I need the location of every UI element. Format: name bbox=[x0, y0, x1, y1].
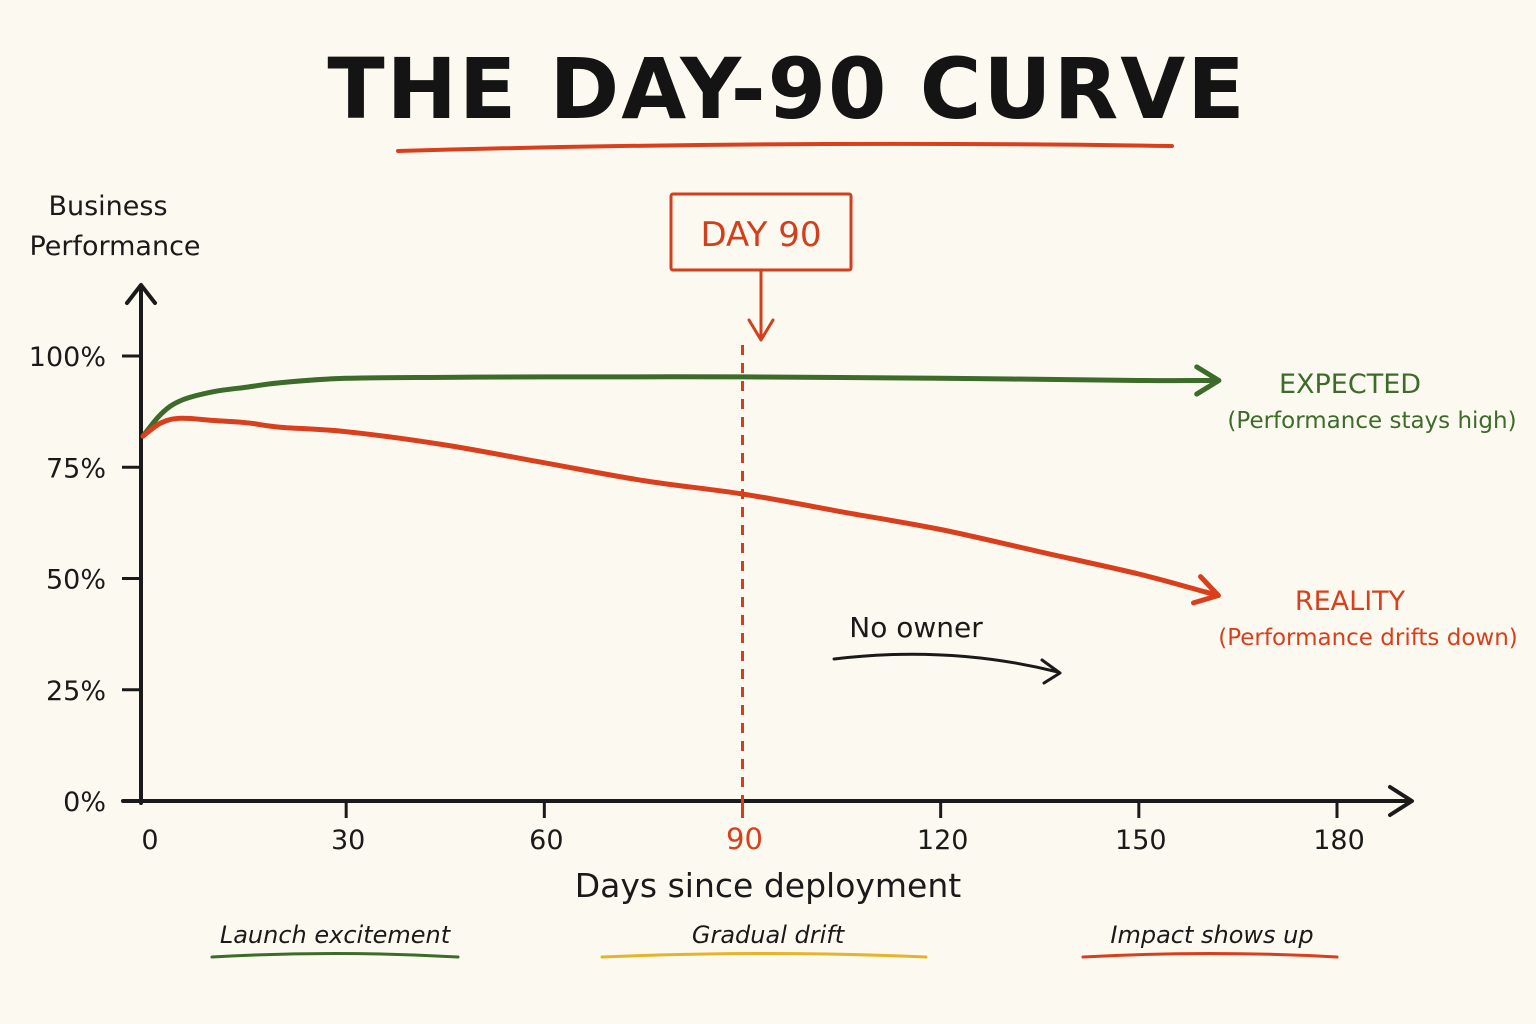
ylabel-line1: Business bbox=[48, 191, 167, 222]
expected-label: EXPECTED bbox=[1279, 369, 1421, 400]
day-90-arrow bbox=[747, 268, 775, 342]
y-axis-arrow bbox=[125, 283, 157, 305]
x-tick-label-highlight: 90 bbox=[726, 822, 763, 856]
x-tick-label: 60 bbox=[529, 825, 563, 856]
ylabel-line2: Performance bbox=[29, 231, 200, 262]
series-line-expected bbox=[140, 374, 1208, 439]
x-axis-arrow bbox=[1388, 785, 1414, 817]
y-tick-label: 50% bbox=[46, 565, 106, 596]
x-tick-label: 120 bbox=[917, 825, 969, 856]
phase-launch-label: Launch excitement bbox=[220, 921, 452, 949]
series-group bbox=[140, 364, 1222, 606]
y-tick-label: 0% bbox=[63, 787, 106, 818]
x-axis-label: Days since deployment bbox=[575, 866, 962, 905]
day-90-label: DAY 90 bbox=[700, 215, 821, 255]
title-underline bbox=[396, 141, 1174, 153]
x-ticks: 0 30 60 90 120 150 180 bbox=[141, 801, 1365, 856]
x-tick-label: 0 bbox=[141, 825, 158, 856]
x-tick-label: 150 bbox=[1115, 825, 1167, 856]
series-arrowhead-expected bbox=[1194, 364, 1222, 397]
no-owner-note: No owner bbox=[849, 611, 983, 644]
phase-impact-underline bbox=[1081, 952, 1339, 959]
phase-impact-label: Impact shows up bbox=[1110, 921, 1313, 949]
x-tick-label: 30 bbox=[331, 825, 365, 856]
chart-title: THE DAY-90 CURVE bbox=[327, 40, 1246, 138]
reality-description: (Performance drifts down) bbox=[1218, 625, 1518, 651]
y-tick-label: 25% bbox=[46, 676, 106, 707]
phase-drift-label: Gradual drift bbox=[692, 921, 846, 949]
no-owner-arrow bbox=[832, 652, 1062, 685]
y-tick-label: 75% bbox=[46, 453, 106, 484]
series-line-reality bbox=[140, 415, 1208, 595]
y-tick-label: 100% bbox=[29, 342, 106, 373]
phase-drift-underline bbox=[600, 952, 928, 959]
phase-launch-underline bbox=[210, 952, 460, 959]
y-ticks: 0% 25% 50% 75% 100% bbox=[29, 342, 141, 818]
reality-label: REALITY bbox=[1295, 586, 1406, 617]
x-tick-label: 180 bbox=[1313, 825, 1365, 856]
series-arrowhead-reality bbox=[1190, 574, 1221, 606]
expected-description: (Performance stays high) bbox=[1227, 408, 1516, 434]
